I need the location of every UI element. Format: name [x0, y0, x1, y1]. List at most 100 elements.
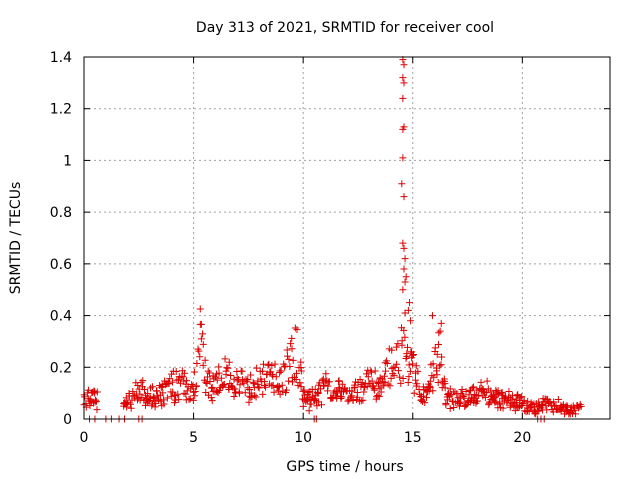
data-point [270, 388, 278, 396]
data-point [364, 373, 372, 381]
data-point [268, 362, 276, 370]
data-point [325, 378, 333, 386]
data-point [368, 377, 376, 385]
data-point [159, 396, 167, 404]
x-tick-label: 5 [189, 430, 198, 446]
plot-frame [83, 56, 611, 420]
data-point [206, 369, 214, 377]
y-axis-label: SRMTID / TECUs [8, 182, 24, 295]
data-point [220, 380, 228, 388]
y-tick-label: 0 [63, 412, 72, 428]
x-tick-label: 0 [80, 430, 89, 446]
data-point [371, 367, 379, 375]
data-point [287, 340, 295, 348]
data-point [399, 94, 407, 102]
data-point [219, 381, 227, 389]
data-point [480, 387, 488, 395]
data-point [358, 379, 366, 387]
data-point [299, 387, 307, 395]
data-point [241, 389, 249, 397]
data-point [387, 374, 395, 382]
data-point [254, 383, 262, 391]
data-point [126, 400, 134, 408]
data-point [300, 386, 308, 394]
data-point [333, 392, 341, 400]
data-point [428, 372, 436, 380]
data-point [221, 355, 229, 363]
data-point [410, 389, 418, 397]
data-point [288, 334, 296, 342]
data-point [230, 392, 238, 400]
data-point [550, 398, 558, 406]
data-point [401, 278, 409, 286]
data-point [426, 377, 434, 385]
data-point [296, 379, 304, 387]
data-point [181, 369, 189, 377]
data-point [265, 360, 273, 368]
data-point [269, 372, 277, 380]
data-point [227, 371, 235, 379]
data-point [459, 392, 467, 400]
data-point [446, 405, 454, 413]
data-point [202, 378, 210, 386]
data-point [437, 361, 445, 369]
data-point [370, 386, 378, 394]
data-point [391, 363, 399, 371]
data-point [283, 386, 291, 394]
data-point [510, 398, 518, 406]
data-point [232, 389, 240, 397]
data-point [299, 402, 307, 410]
data-point [359, 396, 367, 404]
data-point [394, 340, 402, 348]
data-point [93, 406, 101, 414]
data-point [405, 373, 413, 381]
data-point [377, 388, 385, 396]
data-point [368, 368, 376, 376]
data-point [402, 273, 410, 281]
data-point [141, 385, 149, 393]
data-point [563, 402, 571, 410]
data-point [438, 353, 446, 361]
data-point [182, 390, 190, 398]
data-point [466, 398, 474, 406]
data-point [572, 410, 580, 418]
data-point [400, 244, 408, 252]
data-point [188, 381, 196, 389]
data-point [165, 379, 173, 387]
data-point [208, 397, 216, 405]
data-point [288, 345, 296, 353]
tick-labels: 0 5 10 15 20 0 0.2 0.4 0.6 0.8 1 1.2 1.4 [50, 50, 610, 446]
data-point [428, 312, 436, 320]
data-point [399, 375, 407, 383]
data-point [90, 389, 98, 397]
data-point [193, 359, 201, 367]
data-point [420, 392, 428, 400]
data-point [222, 371, 230, 379]
data-point [375, 378, 383, 386]
data-point [174, 390, 182, 398]
data-point [421, 399, 429, 407]
data-point [129, 388, 137, 396]
data-point [297, 383, 305, 391]
data-point [137, 378, 145, 386]
data-point [450, 403, 458, 411]
data-point [502, 392, 510, 400]
data-point [436, 362, 444, 370]
data-point [134, 382, 142, 390]
data-point [244, 375, 252, 383]
data-point [477, 378, 485, 386]
data-point [255, 384, 263, 392]
data-point [524, 397, 532, 405]
data-point [191, 387, 199, 395]
data-point [412, 362, 420, 370]
data-point [335, 377, 343, 385]
data-point [380, 372, 388, 380]
data-point [148, 383, 156, 391]
data-point [518, 393, 526, 401]
data-point [292, 369, 300, 377]
y-tick-label: 0.4 [50, 309, 72, 325]
data-point [468, 384, 476, 392]
data-point [441, 380, 449, 388]
data-point [305, 407, 313, 415]
data-point [92, 397, 100, 405]
